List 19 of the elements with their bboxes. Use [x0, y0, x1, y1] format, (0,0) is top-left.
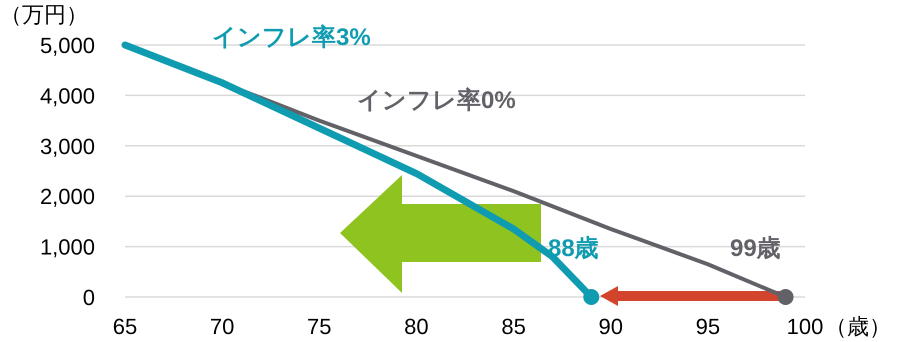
y-tick-label: 5,000 [40, 33, 95, 58]
y-tick-label: 4,000 [40, 83, 95, 108]
x-axis-title: （歳） [825, 314, 891, 339]
x-tick-label: 70 [210, 314, 234, 339]
annotation: 99歳 [730, 235, 781, 262]
x-tick-label: 75 [307, 314, 332, 339]
x-tick-label: 85 [501, 314, 526, 339]
x-tick-label: 95 [696, 314, 720, 339]
y-tick-label: 2,000 [40, 184, 95, 210]
x-tick-label: 90 [598, 314, 623, 339]
y-axis-title: （万円） [0, 2, 88, 27]
x-tick-label: 65 [112, 314, 138, 339]
annotation: インフレ率3% [212, 24, 371, 51]
y-tick-label: 0 [82, 285, 95, 310]
y-tick-label: 1,000 [40, 234, 95, 260]
x-tick-label: 80 [404, 314, 429, 339]
annotation: インフレ率0% [357, 87, 516, 114]
y-tick-label: 3,000 [40, 134, 95, 159]
x-tick-label: 100 [786, 314, 824, 339]
